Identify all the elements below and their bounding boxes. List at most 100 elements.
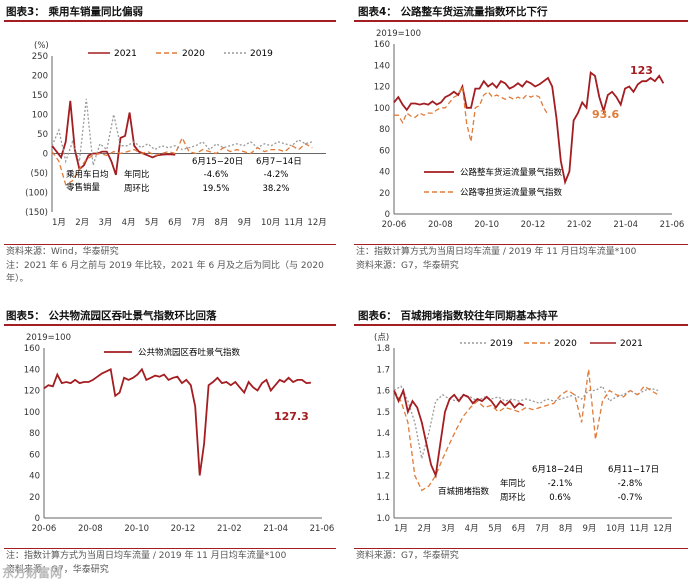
chart6-title: 图表6： 百城拥堵指数较往年同期基本持平 <box>358 310 558 322</box>
annotation-label: 乘用车日均 <box>66 169 109 180</box>
x-tick-label: 6月 <box>512 524 526 534</box>
legend-label: 2020 <box>554 339 577 349</box>
series-line-2021 <box>51 100 176 176</box>
col-b-header: 6月7−14日 <box>256 157 302 167</box>
series-line-2021 <box>393 387 525 479</box>
watermark: 东方财富网 <box>2 566 63 580</box>
chart3-note: 注：2021 年 6 月之前与 2019 年比较，2021 年 6 月及之后为同… <box>6 261 324 284</box>
y-tick-label: 100 <box>32 111 48 121</box>
chart4-note: 资料来源：G7，华泰研究 <box>356 261 459 271</box>
y-tick-label: 50 <box>37 130 48 140</box>
x-tick-label: 12月 <box>653 524 672 534</box>
chart5-source: 注：指数计算方式为当周日均车流量 / 2019 年 11 月日均车流量*100 <box>6 551 287 561</box>
y-tick-label: 100 <box>374 104 390 114</box>
y-tick-label: 1.0 <box>376 514 390 524</box>
row-val-a: 0.6% <box>549 493 571 503</box>
last-value-main: 127.3 <box>274 410 309 423</box>
y-tick-label: 160 <box>374 40 390 50</box>
row-val-a: -2.1% <box>548 479 573 489</box>
x-tick-label: 1月 <box>52 218 66 228</box>
x-tick-label: 2月 <box>418 524 432 534</box>
x-tick-label: 1月 <box>394 524 408 534</box>
row-val-b: 38.2% <box>262 184 289 194</box>
x-tick-label: 21-02 <box>567 220 592 230</box>
y-tick-label: 60 <box>379 146 390 156</box>
legend-label: 2019 <box>490 339 513 349</box>
y-tick-label: 140 <box>24 365 40 375</box>
row-val-a: 19.5% <box>202 184 229 194</box>
col-a-header: 6月18−24日 <box>532 465 583 475</box>
row-val-b: -4.2% <box>264 170 289 180</box>
chart5-title: 图表5： 公共物流园区吞吐景气指数环比回落 <box>6 310 217 322</box>
series-line-公路零担货运流量景气指数 <box>394 84 549 142</box>
y-tick-label: (50) <box>31 169 48 179</box>
x-tick-label: 8月 <box>215 218 229 228</box>
y-tick-label: 1.2 <box>376 472 390 482</box>
series-line-公共物流园区吞吐景气指数 <box>43 367 311 476</box>
x-tick-label: 20-12 <box>521 220 546 230</box>
annotation-label: 零售销量 <box>66 182 101 193</box>
x-tick-label: 11月 <box>284 218 303 228</box>
row-sub: 年同比 <box>500 478 526 489</box>
row-val-a: -4.6% <box>204 170 229 180</box>
legend-label: 公共物流园区吞吐景气指数 <box>138 347 241 358</box>
row-val-b: -2.8% <box>618 479 643 489</box>
x-tick-label: 20-10 <box>474 220 499 230</box>
chart3-source: 资料来源：Wind，华泰研究 <box>6 247 119 257</box>
legend-label: 2021 <box>114 49 137 59</box>
x-tick-label: 21-06 <box>660 220 685 230</box>
series-line-2019 <box>51 98 313 166</box>
x-tick-label: 5月 <box>488 524 502 534</box>
y-tick-label: 40 <box>379 168 390 178</box>
y-tick-label: 1.5 <box>376 408 390 418</box>
x-tick-label: 20-06 <box>382 220 407 230</box>
legend-label: 2021 <box>620 339 643 349</box>
x-tick-label: 9月 <box>238 218 252 228</box>
chart4-source: 注：指数计算方式为当周日均车流量 / 2019 年 11 月日均车流量*100 <box>356 247 637 257</box>
row-val-b: -0.7% <box>618 493 643 503</box>
y-tick-label: 80 <box>29 429 40 439</box>
x-tick-label: 20-08 <box>78 524 103 534</box>
y-tick-label: 20 <box>29 493 40 503</box>
legend-label: 2019 <box>250 49 273 59</box>
legend-label: 公路整车货运流量景气指数 <box>460 167 563 178</box>
x-tick-label: 11月 <box>630 524 649 534</box>
y-tick-label: 0 <box>35 514 40 524</box>
y-tick-label: 0 <box>43 150 48 160</box>
row-sub: 年同比 <box>124 169 150 180</box>
series-line-2020 <box>393 369 659 492</box>
unit-label: 2019=100 <box>376 29 421 39</box>
y-tick-label: 1.8 <box>376 344 390 354</box>
x-tick-label: 20-10 <box>124 524 149 534</box>
x-tick-label: 4月 <box>122 218 136 228</box>
x-tick-label: 7月 <box>535 524 549 534</box>
chart3-svg: (%)250 200 150 100 50 0 (50) (100) (150) 1月 2月 3月 4月… <box>25 41 327 228</box>
y-tick-label: 20 <box>379 189 390 199</box>
x-tick-label: 5月 <box>145 218 159 228</box>
y-tick-label: 80 <box>379 125 390 135</box>
col-a-header: 6月15−20日 <box>192 157 243 167</box>
chart6-svg: (点)1.8 1.7 1.6 1.5 1.4 1.3 1.2 1.1 1.0 1月 2月 3月 4月 5月… <box>374 333 672 534</box>
last-value-second: 93.6 <box>592 108 619 121</box>
y-tick-label: 0 <box>385 210 390 220</box>
y-tick-label: 40 <box>29 472 40 482</box>
x-tick-label: 3月 <box>441 524 455 534</box>
x-tick-label: 8月 <box>559 524 573 534</box>
x-tick-label: 21-04 <box>613 220 638 230</box>
unit-label: (%) <box>34 41 49 51</box>
y-tick-label: 1.1 <box>376 493 390 503</box>
series-line-2019 <box>393 385 659 459</box>
row-sub: 周环比 <box>500 492 526 503</box>
y-tick-label: 1.6 <box>376 387 390 397</box>
y-tick-label: 1.3 <box>376 450 390 460</box>
y-tick-label: 60 <box>29 450 40 460</box>
x-tick-label: 20-08 <box>428 220 453 230</box>
x-tick-label: 20-06 <box>32 524 57 534</box>
x-tick-label: 9月 <box>582 524 596 534</box>
y-tick-label: (100) <box>25 189 48 199</box>
chart5-note: 资料来源：G7，华泰研究 <box>6 565 109 575</box>
legend-label: 公路零担货运流量景气指数 <box>460 187 563 198</box>
y-tick-label: 100 <box>24 408 40 418</box>
